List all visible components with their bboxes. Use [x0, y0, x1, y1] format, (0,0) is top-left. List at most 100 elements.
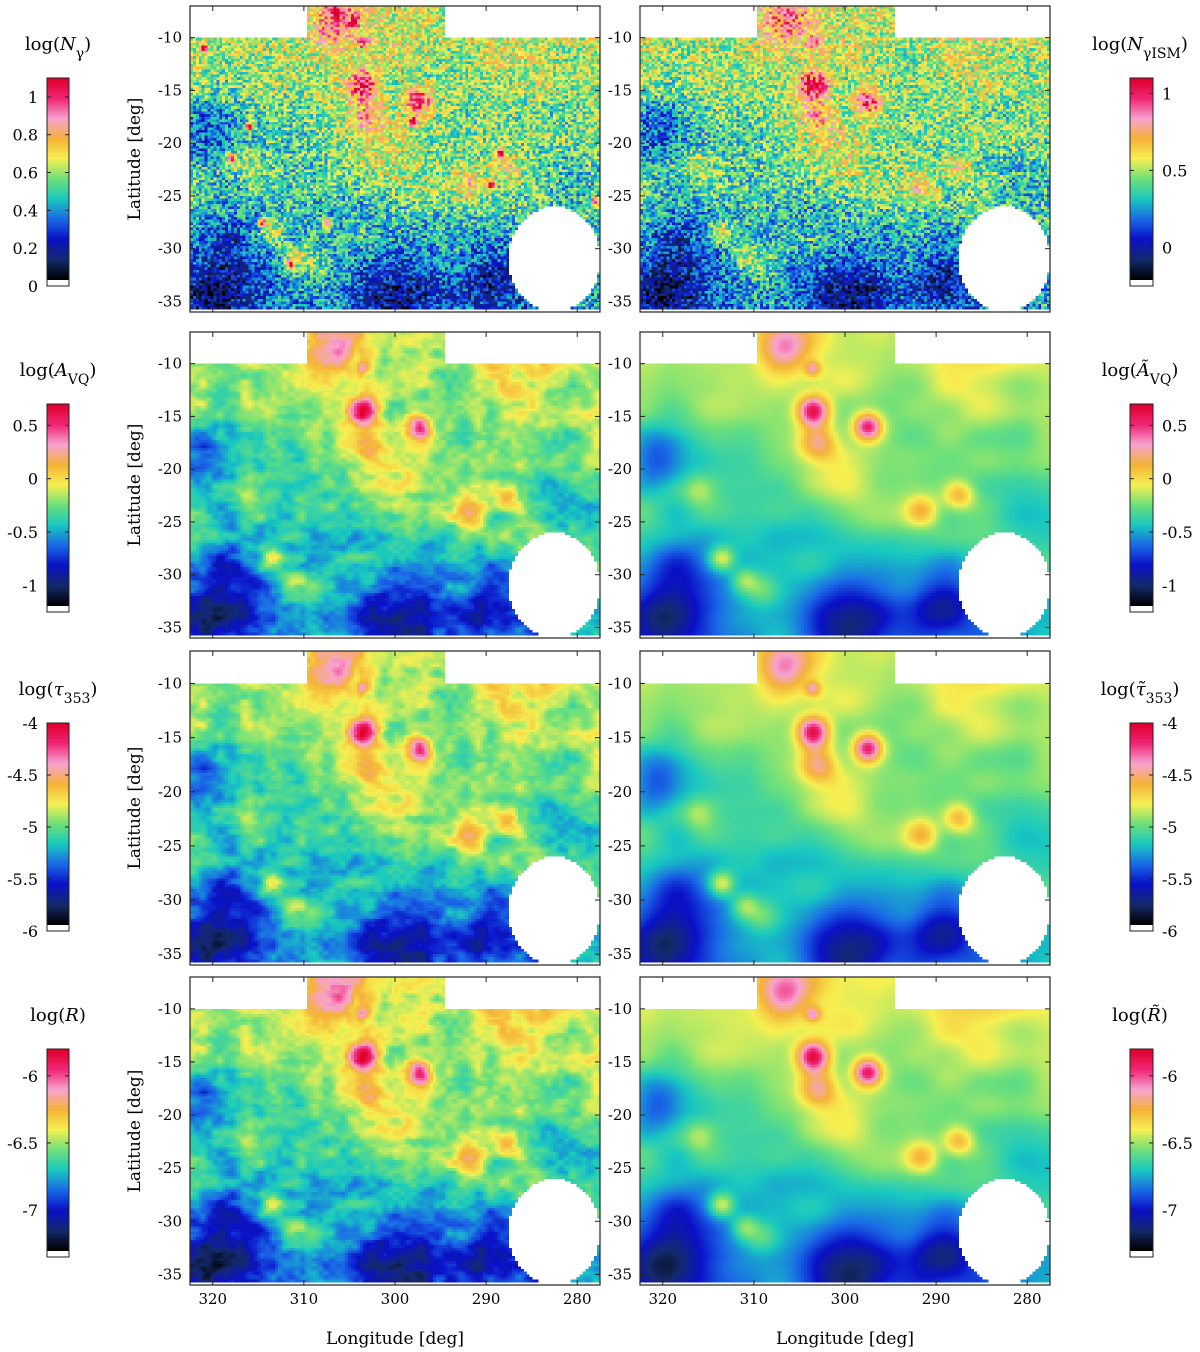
x-tick-label: 280	[563, 1290, 592, 1308]
y-tick-label: -10	[158, 29, 182, 47]
colorbar-title: log(R̃)	[1112, 1004, 1168, 1026]
y-tick-label: -20	[158, 460, 182, 478]
colorbar-tick-label: -6	[1162, 922, 1178, 941]
colorbar-tick-label: -1	[1162, 576, 1178, 595]
x-tick-label: 290	[472, 1290, 501, 1308]
y-tick-label: -30	[608, 566, 632, 584]
y-tick-label: -15	[158, 1053, 182, 1071]
map-image	[190, 651, 600, 965]
y-tick-label: -35	[608, 618, 632, 636]
x-axis-label: Longitude [deg]	[776, 1329, 914, 1349]
colorbar-tick-label: 0	[28, 470, 38, 489]
map-panel-n-gamma: -10 -15 -20 -25 -30 -35 Latitude [deg]	[125, 5, 601, 313]
x-tick-label: 280	[1013, 1290, 1042, 1308]
colorbar-underflow	[47, 606, 69, 612]
y-tick-label: -15	[608, 729, 632, 747]
y-tick-label: -25	[158, 837, 182, 855]
colorbar-underflow	[1130, 606, 1153, 612]
y-tick-label: -20	[158, 1106, 182, 1124]
colorbar-tick-label: 0	[1162, 470, 1172, 489]
y-axis-label: Latitude [deg]	[125, 747, 145, 870]
colorbar-r-ratio: -7 -6.5 -6 log(R)	[7, 1005, 86, 1258]
x-tick-label: 300	[381, 1290, 410, 1308]
y-tick-label: -15	[158, 407, 182, 425]
colorbar-tick-label: 0.2	[13, 239, 38, 258]
map-image	[640, 977, 1050, 1285]
x-tick-label: 290	[922, 1290, 951, 1308]
colorbar-gradient	[47, 78, 69, 280]
map-panel-tau-353: -10 -15 -20 -25 -30 -35 Latitude [deg]	[125, 650, 601, 966]
y-tick-label: -10	[608, 355, 632, 373]
y-tick-label: -20	[158, 783, 182, 801]
y-tick-label: -25	[608, 837, 632, 855]
colorbar-frame	[46, 77, 70, 287]
colorbar-tick-label: -7	[1162, 1201, 1178, 1220]
x-tick-label: 300	[831, 1290, 860, 1308]
colorbar-tick-label: 0	[28, 277, 38, 296]
colorbar-tick-label: -6	[1162, 1067, 1178, 1086]
y-tick-label: -25	[158, 1159, 182, 1177]
colorbar-n-gamma: 0 0.2 0.4 0.6 0.8 1 log(Nγ)	[13, 34, 92, 296]
colorbar-frame	[1129, 77, 1154, 287]
y-tick-label: -30	[158, 891, 182, 909]
colorbar-tau-353: -6 -5.5 -5 -4.5 -4 log(τ353)	[7, 679, 97, 941]
y-tick-label: -35	[608, 1265, 632, 1283]
y-tick-label: -30	[608, 240, 632, 258]
map-panel-a-vq: -10 -15 -20 -25 -30 -35 Latitude [deg]	[125, 331, 601, 639]
y-tick-label: -10	[158, 1000, 182, 1018]
y-tick-label: -35	[158, 618, 182, 636]
colorbar-tick-label: 0.5	[13, 416, 38, 435]
colorbar-tick-label: 0.4	[13, 201, 38, 220]
y-tick-label: -15	[158, 729, 182, 747]
colorbar-tau-353-smoothed: -6 -5.5 -5 -4.5 -4 log(τ̃353)	[1101, 679, 1193, 941]
colorbar-underflow	[47, 925, 69, 931]
map-image	[640, 651, 1050, 965]
colorbar-n-gamma-ism: 0 0.5 1 log(NγISM)	[1092, 34, 1188, 287]
colorbar-tick-label: -6.5	[7, 1134, 38, 1153]
y-tick-label: -15	[608, 407, 632, 425]
colorbar-a-vq: -1 -0.5 0 0.5 log(AVQ)	[7, 360, 96, 613]
y-tick-label: -30	[608, 1212, 632, 1230]
x-tick-label: 310	[740, 1290, 769, 1308]
colorbar-tick-label: -1	[22, 576, 38, 595]
colorbar-r-ratio-smoothed: -7 -6.5 -6 log(R̃)	[1112, 1004, 1193, 1258]
colorbar-underflow	[1130, 925, 1153, 931]
colorbar-tick-label: -5	[1162, 818, 1178, 837]
colorbar-tick-label: -0.5	[1162, 523, 1193, 542]
colorbar-tick-label: -5	[22, 818, 38, 837]
colorbar-tick-label: 1	[28, 88, 38, 107]
y-axis-label: Latitude [deg]	[125, 424, 145, 547]
map-image	[190, 977, 600, 1285]
y-tick-label: -35	[158, 945, 182, 963]
y-tick-label: -35	[158, 292, 182, 310]
y-tick-label: -30	[158, 566, 182, 584]
colorbar-tick-label: -5.5	[1162, 870, 1193, 889]
colorbar-tick-label: -6.5	[1162, 1134, 1193, 1153]
colorbar-a-vq-smoothed: -1 -0.5 0 0.5 log(ÃVQ)	[1102, 359, 1193, 613]
colorbar-frame	[1129, 403, 1154, 613]
y-tick-label: -20	[158, 134, 182, 152]
colorbar-title: log(NγISM)	[1092, 34, 1188, 62]
y-tick-label: -15	[608, 81, 632, 99]
y-tick-label: -10	[608, 674, 632, 692]
colorbar-title: log(τ353)	[19, 679, 98, 707]
colorbar-tick-label: 0.8	[13, 126, 38, 145]
colorbar-gradient	[1130, 1049, 1153, 1251]
colorbar-frame	[46, 1048, 70, 1258]
y-tick-label: -35	[158, 1265, 182, 1283]
map-panel-r-ratio: 320 310 300 290 280 -10 -15 -20 -25 -30 -35 Latitud…	[125, 976, 601, 1349]
map-panel-tau-353-smoothed: -10 -15 -20 -25 -30 -35	[608, 650, 1051, 966]
y-tick-label: -10	[158, 355, 182, 373]
colorbar-underflow	[47, 1251, 69, 1257]
x-tick-label: 320	[198, 1290, 227, 1308]
colorbar-tick-label: -4.5	[7, 766, 38, 785]
y-tick-label: -20	[608, 134, 632, 152]
y-axis-label: Latitude [deg]	[125, 1070, 145, 1193]
colorbar-underflow	[47, 280, 69, 286]
colorbar-tick-label: 0.5	[1162, 416, 1187, 435]
map-image	[190, 332, 600, 638]
colorbar-tick-label: -0.5	[7, 523, 38, 542]
map-panel-n-gamma-ism: -10 -15 -20 -25 -30 -35	[608, 5, 1051, 313]
x-axis-label: Longitude [deg]	[326, 1329, 464, 1349]
